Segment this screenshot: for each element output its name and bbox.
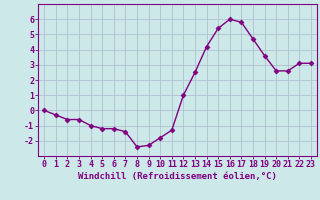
- X-axis label: Windchill (Refroidissement éolien,°C): Windchill (Refroidissement éolien,°C): [78, 172, 277, 181]
